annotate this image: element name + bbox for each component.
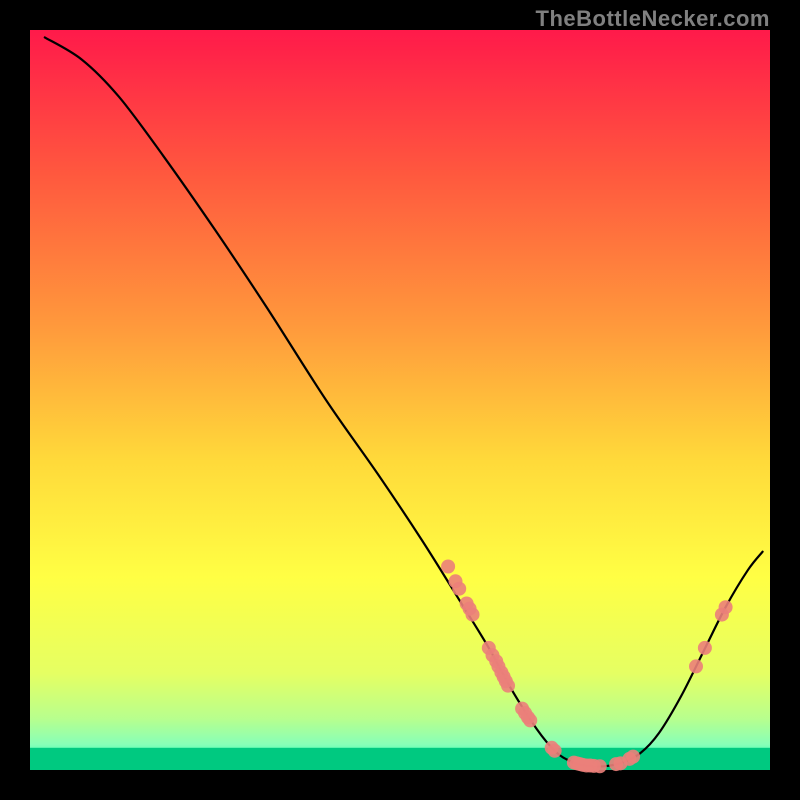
data-marker	[719, 600, 733, 614]
chart-green-band	[30, 748, 770, 770]
data-marker	[441, 560, 455, 574]
data-marker	[593, 759, 607, 773]
chart-background	[30, 30, 770, 770]
data-marker	[466, 608, 480, 622]
data-marker	[689, 659, 703, 673]
data-marker	[698, 641, 712, 655]
data-marker	[501, 679, 515, 693]
bottleneck-curve-chart	[0, 0, 800, 800]
watermark-label: TheBottleNecker.com	[536, 6, 770, 32]
data-marker	[523, 713, 537, 727]
data-marker	[452, 582, 466, 596]
data-marker	[626, 750, 640, 764]
chart-frame: TheBottleNecker.com	[0, 0, 800, 800]
data-marker	[548, 744, 562, 758]
